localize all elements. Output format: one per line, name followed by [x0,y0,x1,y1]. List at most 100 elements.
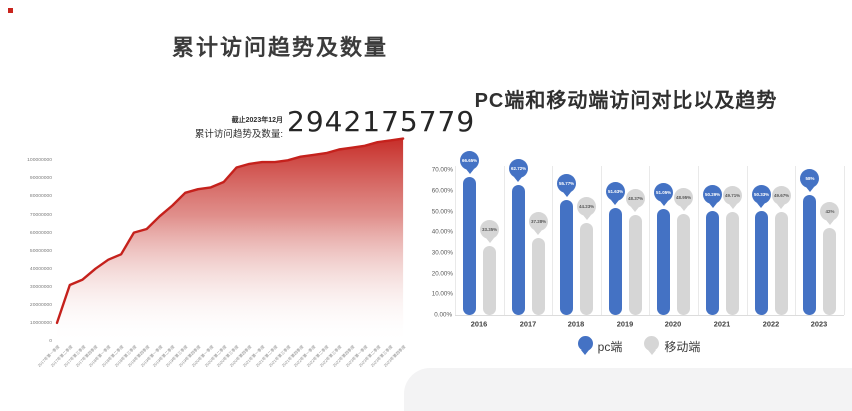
pc-value-label: 62.72% [510,166,526,172]
right-y-tick: 60.00% [431,186,453,194]
mobile-balloon-2021: 49.71% [723,186,742,206]
left-y-tick: 100000000 [27,157,52,163]
pc-value-label: 51.05% [656,190,672,196]
pc-bar-2021 [706,210,719,315]
mobile-bar-2022 [774,212,788,315]
year-label-2016: 2016 [470,320,488,329]
asof-label: 截止2023年12月 [231,117,283,124]
pc-bar-2022 [754,210,768,315]
cumulative-area-svg [55,137,405,341]
group-separator [503,166,505,315]
year-label-2020: 2020 [665,320,682,329]
left-y-axis: 100000000 90000000 80000000 70000000 6000000… [0,137,52,347]
mobile-balloon-tail [825,220,834,226]
legend-droplet-icon [577,336,593,356]
legend-droplet-circle [644,336,660,351]
mobile-value-label: 42% [825,209,835,215]
right-y-tick: 70.00% [431,166,453,174]
right-y-tick: 40.00% [431,228,453,236]
mobile-balloon-tail [777,204,786,210]
mobile-balloon-2016: 33.35% [480,220,499,239]
right-chart-title: PC端和移动端访问对比以及趋势 [474,90,778,112]
mobile-value-label: 37.28% [530,218,546,224]
pc-balloon-2023: 58% [800,168,820,188]
left-y-tick: 50000000 [29,247,52,253]
left-y-tick: 90000000 [29,175,52,181]
left-y-tick: 70000000 [29,211,52,217]
mobile-bar-2021 [726,212,739,315]
mobile-balloon-2020: 48.95% [674,187,694,207]
mobile-value-label: 48.37% [627,195,643,201]
left-y-tick: 10000000 [29,319,52,326]
legend-droplet-icon [644,336,660,356]
pc-value-label: 66.65% [461,157,478,164]
pc-balloon-tail [805,186,814,192]
area-fill [57,138,404,341]
left-y-tick: 80000000 [29,193,52,199]
mobile-balloon-tail [631,206,640,212]
legend-droplet-tail [647,350,656,355]
pc-balloon-2016: 66.65% [460,151,479,170]
legend-item-移动端: 移动端 [644,336,700,356]
pc-balloon-tail [659,201,668,207]
bottom-gray-band [404,368,852,411]
year-label-2018: 2018 [567,320,585,329]
pc-bar-2016 [463,177,476,315]
left-y-tick: 60000000 [29,229,52,235]
mobile-value-label: 49.67% [773,193,789,199]
comparison-plot: 70.00% 60.00% 50.00% 40.00% 30.00% 20.00% 10.0… [426,0,852,411]
red-corner-marker [8,8,13,13]
legend: pc端 移动端 [426,336,852,356]
mobile-balloon-tail [728,204,737,210]
pc-bar-2023 [803,194,817,315]
mobile-bar-2018 [580,223,594,315]
pc-balloon-tail [465,169,474,174]
left-x-axis: 2017年第一季度 2017年第二季度 2017年第三季度 2017年第四季度 2018… [0,341,426,389]
mobile-value-label: 49.71% [724,193,741,199]
right-y-tick: 10.00% [431,290,453,298]
group-separator [698,166,699,315]
pc-value-label: 51.63% [607,189,623,195]
mobile-balloon-tail [485,238,494,243]
pc-balloon-tail [708,202,717,208]
mobile-value-label: 33.35% [481,226,498,233]
legend-droplet-circle [577,336,593,351]
mobile-balloon-tail [534,229,543,235]
group-separator [746,166,748,315]
mobile-balloon-2022: 49.67% [771,186,791,206]
mobile-balloon-2023: 42% [820,202,840,222]
right-y-tick: 0.00% [434,310,452,319]
group-separator [455,166,456,315]
mobile-balloon-tail [679,205,688,211]
legend-item-pc端: pc端 [577,336,622,356]
legend-droplet-tail [581,350,590,355]
pc-balloon-2021: 50.29% [703,184,722,204]
legend-label: 移动端 [664,339,701,354]
pc-bar-2020 [657,209,671,315]
mobile-balloon-2017: 37.28% [528,211,548,231]
mobile-value-label: 44.23% [579,204,595,210]
pc-value-label: 50.29% [704,191,721,197]
group-separator [843,166,845,315]
year-label-2023: 2023 [810,320,828,329]
pc-balloon-2022: 50.33% [751,184,771,204]
group-separator [552,166,554,315]
mobile-bar-2023 [823,228,837,315]
group-separator [649,166,651,315]
area-line [55,137,405,325]
right-y-tick: 20.00% [431,269,453,277]
pc-balloon-2019: 51.63% [605,182,625,202]
total-visits-value: 2942175779 [287,105,476,138]
mobile-balloon-2018: 44.23% [577,197,597,217]
pc-bar-2019 [608,208,622,315]
mobile-value-label: 48.95% [676,194,692,200]
pc-value-label: 55.77% [559,180,575,186]
pc-balloon-tail [514,177,523,183]
mobile-bar-2020 [677,213,691,315]
pc-bar-2017 [511,185,525,315]
year-label-2019: 2019 [616,320,633,329]
pc-balloon-2018: 55.77% [557,173,577,193]
group-separator [795,166,797,315]
group-separator [600,166,602,315]
